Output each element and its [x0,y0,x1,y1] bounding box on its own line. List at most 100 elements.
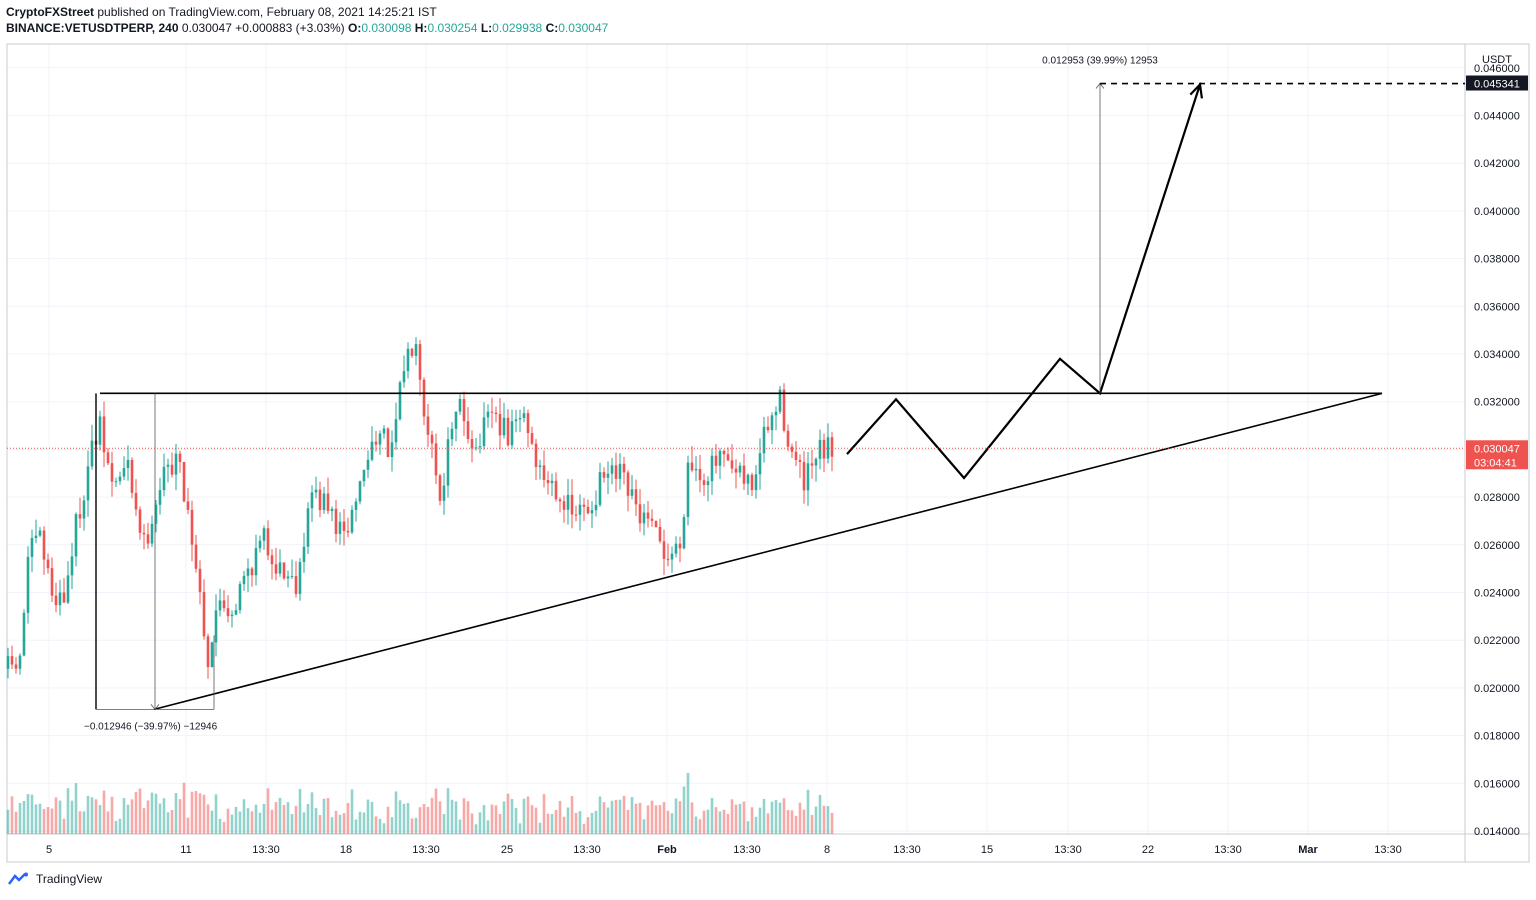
candle-body [774,411,778,416]
price-tick-label: 0.028000 [1474,492,1520,504]
volume-bar [806,789,810,834]
volume-bar [226,808,230,834]
volume-bar [734,804,738,834]
candle-body [274,564,278,574]
candle-body [422,379,426,417]
volume-bar [286,802,290,834]
time-tick-label: 18 [340,844,352,856]
tradingview-footer[interactable]: TradingView [8,872,102,886]
volume-bar [390,817,394,834]
candle-body [50,568,54,596]
drop-measure-label: −0.012946 (−39.97%) −12946 [84,721,218,732]
current-price-tag[interactable] [1466,440,1528,470]
candle-body [598,472,602,505]
candle-body [178,453,182,462]
tradingview-logo-icon [8,872,28,885]
price-change: +0.000883 (+3.03%) [235,21,345,35]
candle-body [578,504,582,515]
volume-bar [214,794,218,834]
candle-body [726,454,730,461]
candle-body [38,530,42,536]
candle-body [130,459,134,493]
candle-body [698,468,702,481]
volume-bar [622,795,626,834]
volume-bar [490,804,494,834]
volume-bar [278,797,282,834]
candle-body [754,474,758,491]
volume-bar [202,794,206,834]
candle-body [366,459,370,470]
candle-body [386,428,390,458]
candle-body [470,439,474,449]
volume-bar [78,811,82,834]
volume-bar [322,798,326,834]
volume-bar [118,818,122,834]
volume-bar [366,799,370,834]
candle-body [674,543,678,554]
candle-body [58,592,62,606]
candle-body [622,463,626,473]
volume-bar [334,810,338,834]
candle-body [106,452,110,464]
candle-body [630,489,634,496]
volume-bar [98,805,102,834]
volume-bar [686,772,690,834]
volume-bar [814,806,818,834]
volume-bar [62,818,66,834]
target-price-tag[interactable] [1466,75,1528,91]
volume-bar [410,818,414,834]
volume-bar [318,815,322,834]
candle-body [574,514,578,516]
price-tick-label: 0.040000 [1474,206,1520,218]
time-tick-label: 13:30 [573,844,601,856]
time-axis[interactable]: 5 11 13:30 18 13:30 25 13:30 Feb 13:30 8 13:30 15 13… [46,844,1402,856]
volume-bar [450,799,454,834]
volume-bar [150,792,154,834]
candle-body [14,664,18,669]
volume-bar [262,803,266,834]
volume-bar [30,794,34,834]
price-axis[interactable]: 0.014000 0.016000 0.018000 0.020000 0.022000… [1466,63,1528,838]
volume-bar [766,813,770,834]
candle-body [606,473,610,478]
volume-bar [218,818,222,834]
symbol-name[interactable]: BINANCE:VETUSDTPERP, 240 [6,21,179,35]
support-line[interactable] [153,392,1383,711]
volume-bar [338,814,342,834]
volume-bar [530,805,534,834]
volume-bars [6,772,834,834]
candle-body [550,480,554,484]
projection-path[interactable] [846,84,1202,480]
price-tick-label: 0.018000 [1474,731,1520,743]
volume-bar [670,813,674,834]
volume-bar [266,788,270,834]
volume-bar [478,812,482,834]
chart-header: CryptoFXStreet published on TradingView.… [6,4,1206,36]
candle-body [402,371,406,383]
volume-bar [110,796,114,834]
candle-body [702,480,706,486]
candle-body [526,413,530,434]
candle-body [822,439,826,459]
candle-body [370,441,374,460]
volume-bar [406,803,410,834]
publisher-name[interactable]: CryptoFXStreet [6,5,95,19]
candle-body [198,568,202,592]
volume-bar [626,809,630,834]
volume-bar [330,817,334,834]
volume-bar [630,797,634,834]
volume-bar [462,798,466,834]
candle-body [246,568,250,576]
volume-bar [546,813,550,834]
volume-bar [46,807,50,834]
time-tick-label: 25 [501,844,513,856]
volume-bar [526,796,530,834]
volume-bar [590,812,594,834]
candle-body [486,411,490,418]
volume-bar [710,798,714,834]
volume-bar [126,804,130,834]
candle-body [690,462,694,471]
volume-bar [494,805,498,834]
candle-body [618,463,622,479]
